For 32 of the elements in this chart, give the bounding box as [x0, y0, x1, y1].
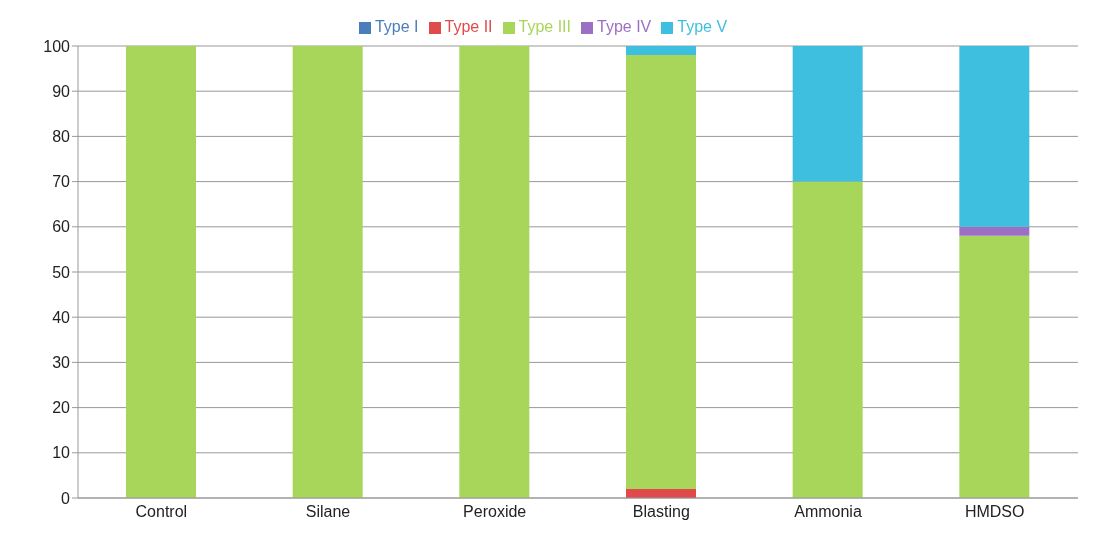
legend-label: Type II — [444, 18, 493, 35]
x-tick-label: HMDSO — [964, 503, 1025, 521]
x-tick-label: Ammonia — [794, 503, 862, 521]
bar — [792, 46, 863, 182]
y-tick-label: 40 — [52, 308, 71, 326]
x-tick-label: Control — [135, 503, 188, 521]
x-tick-label: Silane — [305, 503, 351, 521]
x-tick-label: Peroxide — [463, 503, 527, 521]
bar — [959, 235, 1030, 498]
y-tick-label: 100 — [43, 37, 71, 55]
bar — [959, 46, 1030, 227]
legend-label: Type IV — [597, 18, 652, 35]
bar — [292, 46, 363, 498]
y-tick-label: 60 — [52, 218, 71, 236]
y-tick-label: 90 — [52, 82, 71, 100]
y-tick-label: 30 — [52, 354, 71, 372]
y-tick-label: 80 — [52, 128, 71, 146]
y-tick-label: 10 — [52, 444, 71, 462]
bar — [126, 46, 196, 498]
y-tick-label: 20 — [52, 399, 71, 417]
bar — [626, 55, 696, 489]
x-tick-label: Blasting — [632, 503, 690, 521]
bar — [959, 226, 1030, 236]
y-tick-label: 0 — [61, 489, 71, 507]
y-tick-label: 50 — [52, 263, 71, 281]
legend-label: Type III — [518, 18, 571, 35]
legend-label: Type I — [374, 18, 419, 35]
y-tick-label: 70 — [52, 173, 71, 191]
legend-label: Type V — [677, 18, 728, 35]
bar — [792, 181, 863, 498]
bar — [626, 46, 696, 56]
bar — [459, 46, 530, 498]
